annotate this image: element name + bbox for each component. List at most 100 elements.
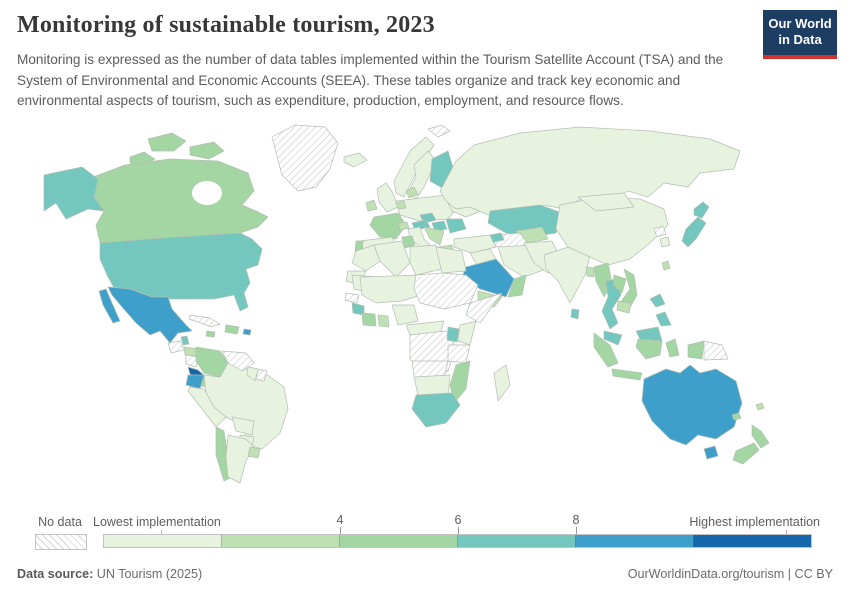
country-chad-sudan[interactable] [413,272,479,310]
legend-tick-mark [576,527,577,534]
country-tanzania[interactable] [447,344,471,364]
page-title: Monitoring of sustainable tourism, 2023 [17,12,435,38]
country-belize[interactable] [180,335,190,346]
country-malaysia[interactable] [603,330,623,346]
legend-bin-2[interactable] [221,535,339,547]
country-puerto-rico[interactable] [242,328,252,336]
country-morocco[interactable] [351,244,381,272]
country-svalbard[interactable] [427,124,451,138]
country-romania[interactable] [445,218,467,234]
country-indonesia-sumatra[interactable] [593,332,619,368]
country-china[interactable] [555,196,669,266]
country-ireland[interactable] [365,199,378,212]
country-indonesia-borneo[interactable] [635,338,663,360]
country-indonesia-java[interactable] [611,368,643,381]
country-algeria[interactable] [373,240,411,278]
country-indonesia-sulawesi[interactable] [665,338,680,358]
country-taiwan[interactable] [661,260,671,271]
legend-tick-6: 6 [454,513,462,527]
credit-line[interactable]: OurWorldinData.org/tourism | CC BY [627,567,833,581]
country-papua-new-guinea[interactable] [703,340,729,361]
country-ecuador[interactable] [185,374,205,390]
country-alaska[interactable] [43,166,105,220]
legend-no-data-swatch[interactable] [35,534,87,550]
country-cuba[interactable] [188,314,221,328]
country-cambodia[interactable] [616,300,632,314]
country-new-zealand[interactable] [732,442,760,465]
country-ethiopia-somalia[interactable] [465,292,503,324]
country-mexico-baja[interactable] [98,288,121,324]
country-south-africa[interactable] [411,392,461,428]
country-canada-arctic[interactable] [189,141,225,160]
legend-color-bar[interactable] [103,534,812,548]
legend-connector-tick [786,530,787,534]
country-france[interactable] [369,212,407,240]
country-laos[interactable] [612,274,627,294]
data-source-label: Data source: [17,567,94,581]
legend-bin-3[interactable] [339,535,457,547]
country-peru[interactable] [187,386,227,428]
country-australia[interactable] [641,364,743,446]
country-egypt[interactable] [435,246,467,274]
country-canada-arctic[interactable] [147,132,187,152]
country-philippines[interactable] [649,293,672,327]
country-greenland[interactable] [271,124,339,192]
country-guyana[interactable] [246,366,259,382]
country-argentina[interactable] [225,434,255,484]
legend-bin-5[interactable] [575,535,693,547]
country-south-korea[interactable] [659,236,671,248]
data-source: Data source: UN Tourism (2025) [17,567,202,581]
country-azerbaijan[interactable] [489,232,505,243]
country-sweden[interactable] [407,150,437,200]
country-netherlands[interactable] [395,200,407,210]
country-bangladesh[interactable] [585,266,595,278]
legend-min-label: Lowest implementation [93,515,221,529]
country-suriname[interactable] [255,368,268,382]
country-russia[interactable] [439,126,741,216]
country-guatemala[interactable] [167,340,185,354]
country-mozambique[interactable] [449,360,471,404]
country-kenya[interactable] [457,320,477,346]
country-jamaica[interactable] [205,330,216,338]
legend-bin-1[interactable] [104,535,221,547]
country-japan[interactable] [681,201,710,248]
owid-logo[interactable]: Our World in Data [763,10,837,59]
country-indonesia-papua[interactable] [687,340,705,360]
country-senegal[interactable] [344,292,360,304]
legend-bin-4[interactable] [457,535,575,547]
country-ivory-coast[interactable] [361,312,377,327]
country-balkans[interactable] [423,226,445,246]
legend-bin-6[interactable] [693,535,811,547]
country-tunisia[interactable] [401,235,416,249]
country-mexico[interactable] [107,286,193,344]
country-nicaragua[interactable] [185,354,199,368]
legend-tick-mark [340,527,341,534]
country-tasmania[interactable] [703,445,719,460]
country-uruguay[interactable] [247,446,261,459]
country-new-zealand[interactable] [751,424,770,449]
country-canada[interactable] [87,158,269,244]
country-sri-lanka[interactable] [570,308,580,320]
country-mongolia[interactable] [577,192,635,212]
country-libya[interactable] [409,244,443,276]
country-iceland[interactable] [343,152,368,168]
country-oman[interactable] [507,274,527,298]
country-bolivia[interactable] [231,416,255,436]
country-north-korea[interactable] [653,225,667,238]
country-hungary[interactable] [431,220,448,232]
world-choropleth-map[interactable] [0,117,850,507]
legend-tick-8: 8 [572,513,580,527]
country-denmark[interactable] [405,186,419,199]
country-uganda[interactable] [446,326,460,343]
country-switzerland[interactable] [397,221,410,231]
country-dominican-republic[interactable] [224,324,240,335]
country-fiji[interactable] [755,402,765,411]
country-new-caledonia[interactable] [731,412,742,421]
country-ghana[interactable] [377,314,390,328]
country-colombia[interactable] [195,346,229,378]
country-madagascar[interactable] [493,364,511,402]
country-india[interactable] [543,246,591,304]
country-nigeria[interactable] [391,304,419,326]
legend-max-label: Highest implementation [689,515,820,529]
